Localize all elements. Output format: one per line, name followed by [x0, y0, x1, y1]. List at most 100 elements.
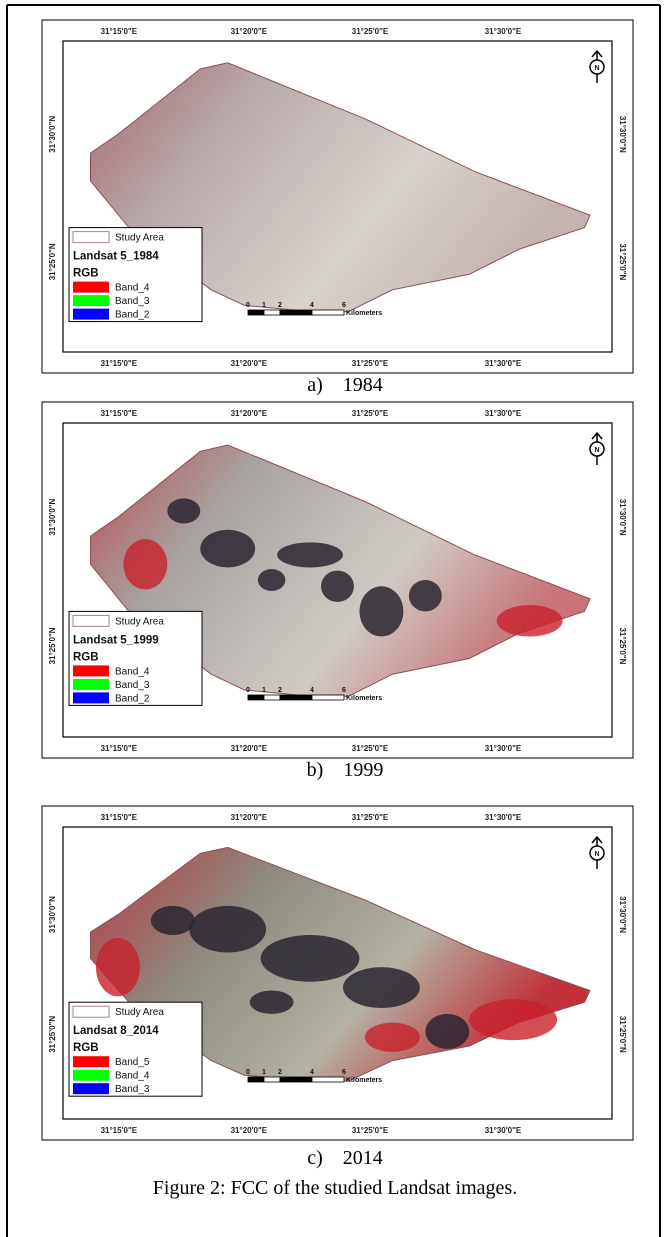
legend-swatch [73, 1056, 109, 1067]
top-coord-label: 31°30'0"E [485, 409, 522, 418]
scale-segment [280, 1077, 312, 1082]
right-coord-label: 31°25'0"N [618, 243, 627, 280]
legend-rgb: RGB [73, 651, 99, 663]
legend-swatch [73, 295, 109, 306]
legend-label: Band_3 [115, 1084, 150, 1095]
legend-swatch [73, 309, 109, 320]
scale-tick-label: 2 [278, 1069, 282, 1076]
legend-label: Band_3 [115, 680, 150, 691]
legend-rgb: RGB [73, 268, 99, 280]
top-coord-label: 31°20'0"E [231, 409, 268, 418]
scale-segment [264, 1077, 280, 1082]
dark-patch [343, 967, 420, 1008]
legend-swatch [73, 282, 109, 293]
map-panel: 31°15'0"E 31°20'0"E 31°25'0"E 31°30'0"E 31°1… [42, 402, 633, 758]
bottom-coord-label: 31°20'0"E [231, 359, 268, 368]
bottom-coord-label: 31°30'0"E [485, 1126, 522, 1135]
scale-tick-label: 6 [342, 687, 346, 694]
dark-patch [189, 906, 266, 953]
top-coord-label: 31°30'0"E [485, 813, 522, 822]
legend-title: Landsat 5_1999 [73, 634, 159, 646]
left-coord-label: 31°25'0"N [48, 627, 57, 664]
legend-label: Band_2 [115, 310, 150, 321]
scale-tick-label: 2 [278, 687, 282, 694]
scale-tick-label: 0 [246, 302, 250, 309]
panel-caption: c) 2014 [307, 1147, 383, 1169]
left-coord-label: 31°30'0"N [48, 499, 57, 536]
scale-segment [248, 695, 264, 700]
scale-tick-label: 6 [342, 1069, 346, 1076]
bottom-coord-label: 31°25'0"E [352, 359, 389, 368]
scale-tick-label: 2 [278, 302, 282, 309]
scale-tick-label: 1 [262, 1069, 266, 1076]
scale-tick-label: 1 [262, 687, 266, 694]
legend-swatch [73, 1083, 109, 1094]
legend-swatch [73, 1006, 109, 1017]
top-coord-label: 31°15'0"E [101, 813, 138, 822]
legend-label: Band_4 [115, 283, 150, 294]
top-coord-label: 31°15'0"E [101, 409, 138, 418]
red-patch [469, 999, 557, 1040]
top-coord-label: 31°15'0"E [101, 27, 138, 36]
scale-unit: Kilometers [346, 695, 382, 702]
bottom-coord-label: 31°25'0"E [352, 744, 389, 753]
bottom-coord-label: 31°20'0"E [231, 744, 268, 753]
right-coord-label: 31°25'0"N [618, 627, 627, 664]
scale-segment [280, 310, 312, 315]
legend-swatch [73, 232, 109, 243]
legend-label: Study Area [115, 233, 164, 244]
legend-swatch [73, 1070, 109, 1081]
north-label: N [594, 65, 599, 72]
top-coord-label: 31°25'0"E [352, 409, 389, 418]
panel-caption: a) 1984 [307, 374, 383, 396]
legend-swatch [73, 679, 109, 690]
bottom-coord-label: 31°30'0"E [485, 359, 522, 368]
scale-segment [248, 310, 264, 315]
north-label: N [594, 447, 599, 454]
scale-tick-label: 4 [310, 1069, 314, 1076]
legend-label: Study Area [115, 616, 164, 627]
top-coord-label: 31°25'0"E [352, 813, 389, 822]
left-coord-label: 31°25'0"N [48, 1016, 57, 1053]
right-coord-label: 31°30'0"N [618, 896, 627, 933]
scale-segment [312, 695, 344, 700]
top-coord-label: 31°20'0"E [231, 27, 268, 36]
scale-tick-label: 6 [342, 302, 346, 309]
legend-label: Band_3 [115, 296, 150, 307]
dark-patch [409, 580, 442, 611]
dark-patch [258, 569, 285, 591]
map-panel: 31°15'0"E31°20'0"E31°25'0"E31°30'0"E31°1… [42, 806, 633, 1140]
legend-swatch [73, 692, 109, 703]
scale-tick-label: 4 [310, 302, 314, 309]
top-coord-label: 31°20'0"E [231, 813, 268, 822]
scale-segment [280, 695, 312, 700]
bottom-coord-label: 31°30'0"E [485, 744, 522, 753]
dark-patch [200, 530, 255, 568]
red-patch [96, 938, 140, 996]
legend-swatch [73, 665, 109, 676]
scale-segment [312, 1077, 344, 1082]
bottom-coord-label: 31°20'0"E [231, 1126, 268, 1135]
figure-caption: Figure 2: FCC of the studied Landsat ima… [153, 1177, 517, 1199]
scale-unit: Kilometers [346, 1077, 382, 1084]
scale-segment [312, 310, 344, 315]
bottom-coord-label: 31°15'0"E [101, 359, 138, 368]
right-coord-label: 31°30'0"N [618, 499, 627, 536]
top-coord-label: 31°25'0"E [352, 27, 389, 36]
legend-label: Band_4 [115, 1071, 150, 1082]
legend-title: Landsat 8_2014 [73, 1025, 159, 1037]
legend-rgb: RGB [73, 1042, 99, 1054]
dark-patch [167, 498, 200, 523]
dark-patch [277, 542, 343, 567]
right-coord-label: 31°25'0"N [618, 1016, 627, 1053]
legend-label: Band_4 [115, 666, 150, 677]
bottom-coord-label: 31°15'0"E [101, 744, 138, 753]
legend-label: Band_5 [115, 1057, 150, 1068]
panel-caption: b) 1999 [307, 759, 384, 781]
left-coord-label: 31°30'0"N [48, 116, 57, 153]
left-coord-label: 31°30'0"N [48, 896, 57, 933]
dark-patch [261, 935, 360, 982]
left-coord-label: 31°25'0"N [48, 243, 57, 280]
scale-tick-label: 0 [246, 687, 250, 694]
red-patch [123, 539, 167, 589]
